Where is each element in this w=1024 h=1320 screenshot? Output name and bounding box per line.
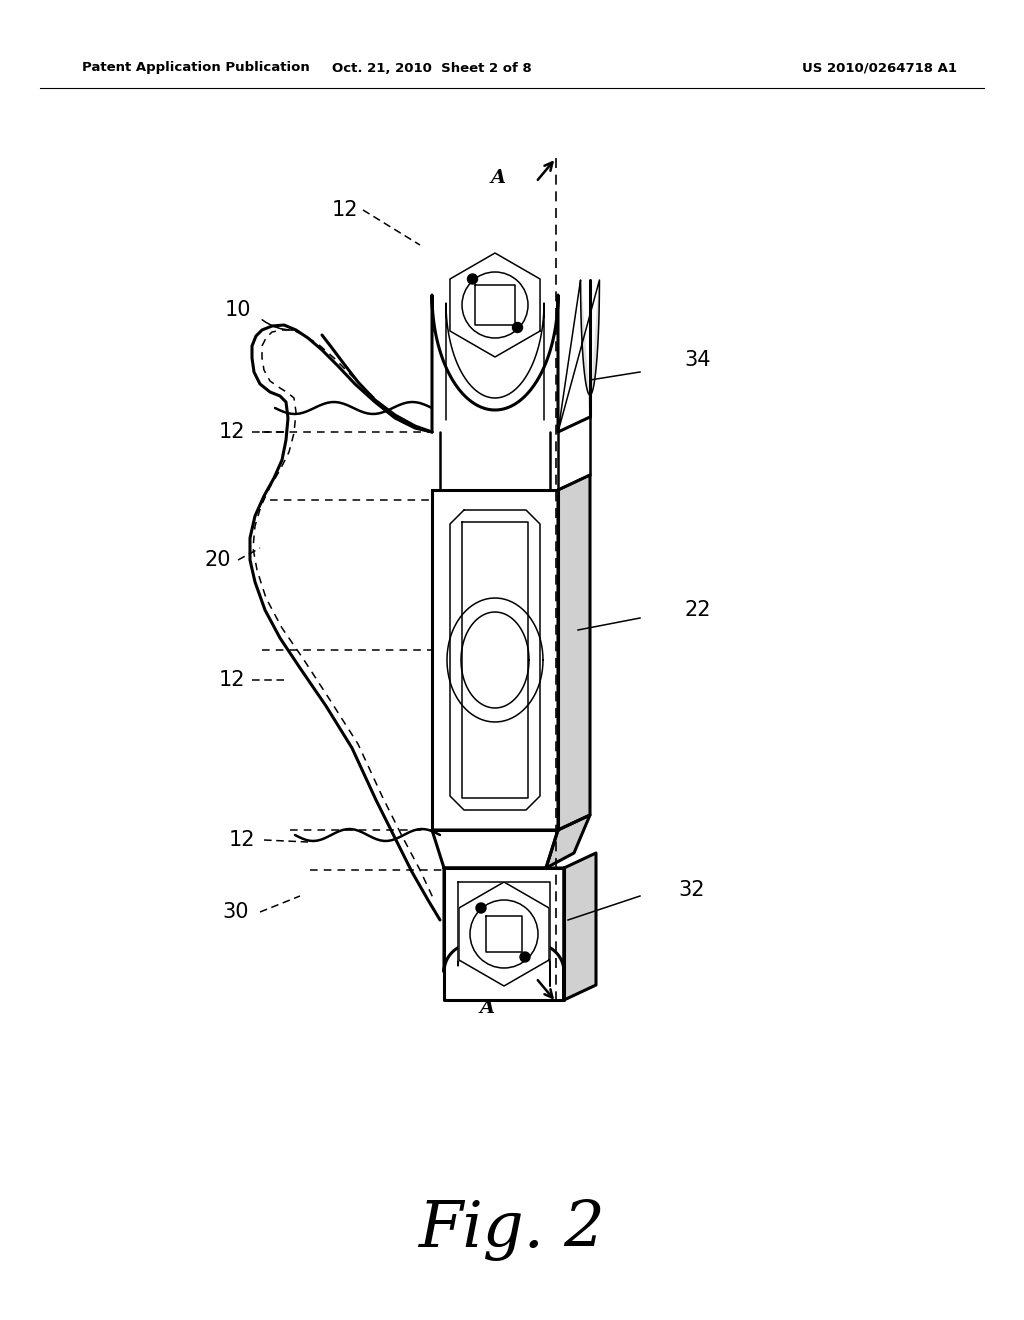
Polygon shape [432,294,558,432]
Polygon shape [558,475,590,830]
Circle shape [520,952,530,962]
Text: Patent Application Publication: Patent Application Publication [82,62,309,74]
Polygon shape [444,869,564,1001]
Text: 12: 12 [219,422,246,442]
Circle shape [476,903,486,913]
Text: Oct. 21, 2010  Sheet 2 of 8: Oct. 21, 2010 Sheet 2 of 8 [332,62,531,74]
Text: 10: 10 [224,300,251,319]
Polygon shape [546,814,590,869]
Polygon shape [446,304,544,420]
Text: 12: 12 [228,830,255,850]
Polygon shape [485,916,522,952]
Text: A: A [480,999,495,1016]
Polygon shape [459,882,549,986]
Text: 32: 32 [679,880,706,900]
Text: 12: 12 [332,201,358,220]
Text: A: A [490,169,506,187]
Polygon shape [450,253,540,356]
Polygon shape [475,285,515,325]
Text: 22: 22 [685,601,712,620]
Text: 34: 34 [685,350,712,370]
Polygon shape [444,869,564,1001]
Polygon shape [432,490,558,830]
Text: 30: 30 [223,902,249,921]
Polygon shape [564,853,596,1001]
Text: 12: 12 [219,671,246,690]
Circle shape [468,275,477,284]
Circle shape [462,272,528,338]
Circle shape [512,322,522,333]
Text: 20: 20 [205,550,231,570]
Polygon shape [250,325,444,920]
Circle shape [470,900,538,968]
Polygon shape [558,280,599,432]
Text: US 2010/0264718 A1: US 2010/0264718 A1 [803,62,957,74]
Polygon shape [432,830,558,869]
Text: Fig. 2: Fig. 2 [419,1199,605,1261]
